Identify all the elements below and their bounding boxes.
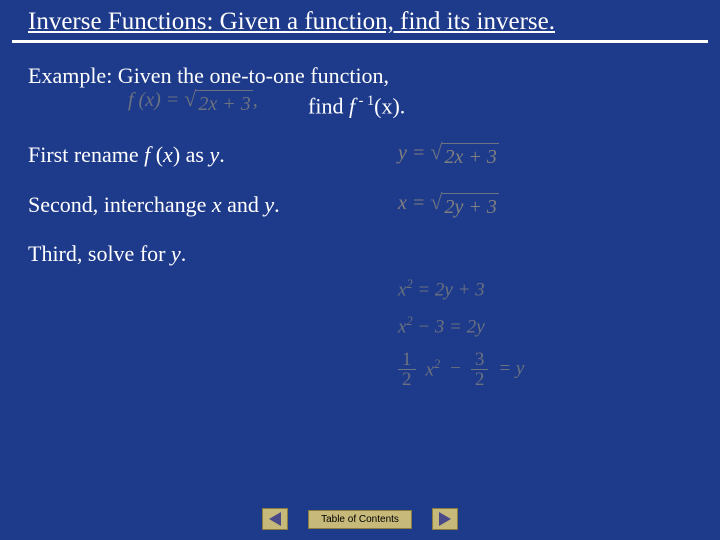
- step-1: First rename f (x) as y. y = √2x + 3: [28, 141, 692, 169]
- page-title: Inverse Functions: Given a function, fin…: [28, 8, 692, 36]
- step-1-eq: y = √2x + 3: [398, 141, 499, 169]
- sqrt-icon: √2x + 3: [184, 88, 252, 116]
- step-2: Second, interchange x and y. x = √2y + 3: [28, 191, 692, 219]
- content-area: Example: Given the one-to-one function, …: [0, 43, 720, 389]
- prev-button[interactable]: [262, 508, 288, 530]
- step-1-text: First rename f (x) as y.: [28, 142, 398, 168]
- nav-bar: Table of Contents: [0, 508, 720, 530]
- formula-lhs: f (x) =: [128, 89, 184, 111]
- step-3: Third, solve for y.: [28, 241, 692, 267]
- solve-line-3: 1 2 x2 − 3 2 = y: [398, 350, 692, 389]
- find-suffix: (x).: [374, 93, 405, 118]
- solve-line-1: x2 = 2y + 3: [398, 277, 692, 301]
- formula-radicand: 2x + 3: [196, 90, 252, 116]
- next-button[interactable]: [432, 508, 458, 530]
- step-2-text: Second, interchange x and y.: [28, 192, 398, 218]
- triangle-left-icon: [269, 512, 281, 526]
- step-3-text: Third, solve for y.: [28, 241, 398, 267]
- step-2-eq: x = √2y + 3: [398, 191, 499, 219]
- given-formula: f (x) = √2x + 3,: [128, 88, 258, 116]
- find-prefix: find: [308, 93, 349, 118]
- fraction-three-halves: 3 2: [471, 350, 489, 389]
- fraction-half: 1 2: [398, 350, 416, 389]
- title-area: Inverse Functions: Given a function, fin…: [12, 0, 708, 43]
- example-intro: Example: Given the one-to-one function,: [28, 63, 692, 89]
- find-exponent: - 1: [355, 93, 374, 109]
- solve-equations: x2 = 2y + 3 x2 − 3 = 2y 1 2 x2 − 3 2 = y: [28, 277, 692, 389]
- solve-line-2: x2 − 3 = 2y: [398, 314, 692, 338]
- triangle-right-icon: [439, 512, 451, 526]
- slide: Inverse Functions: Given a function, fin…: [0, 0, 720, 540]
- toc-button[interactable]: Table of Contents: [308, 510, 412, 529]
